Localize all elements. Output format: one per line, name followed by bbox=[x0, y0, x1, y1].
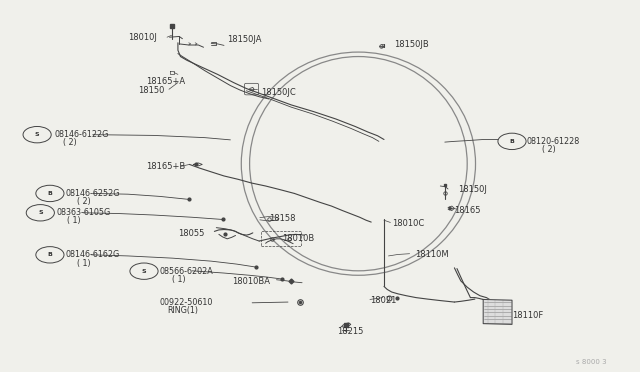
Circle shape bbox=[26, 205, 54, 221]
Text: S: S bbox=[35, 132, 40, 137]
Text: 08566-6202A: 08566-6202A bbox=[160, 267, 214, 276]
Text: 18150JA: 18150JA bbox=[227, 35, 262, 44]
Text: RING(1): RING(1) bbox=[168, 307, 198, 315]
Text: 18150: 18150 bbox=[138, 86, 164, 95]
Text: 08363-6105G: 08363-6105G bbox=[56, 208, 111, 217]
Text: S: S bbox=[38, 210, 43, 215]
Text: s 8000 3: s 8000 3 bbox=[576, 359, 607, 365]
Text: B: B bbox=[47, 191, 52, 196]
Polygon shape bbox=[483, 299, 512, 324]
Text: 08146-6122G: 08146-6122G bbox=[54, 130, 109, 139]
Text: 08146-6162G: 08146-6162G bbox=[66, 250, 120, 259]
Text: 08120-61228: 08120-61228 bbox=[526, 137, 579, 146]
Text: 18110F: 18110F bbox=[512, 311, 543, 320]
Text: 00922-50610: 00922-50610 bbox=[160, 298, 213, 307]
Text: 08146-6252G: 08146-6252G bbox=[66, 189, 120, 198]
Circle shape bbox=[23, 126, 51, 143]
Text: 18215: 18215 bbox=[337, 327, 364, 336]
Text: 18010BA: 18010BA bbox=[232, 277, 269, 286]
Circle shape bbox=[130, 263, 158, 279]
Text: 18110M: 18110M bbox=[415, 250, 449, 259]
Text: ( 1): ( 1) bbox=[172, 275, 185, 284]
Text: B: B bbox=[47, 252, 52, 257]
Text: ( 1): ( 1) bbox=[67, 217, 81, 225]
Text: ( 2): ( 2) bbox=[542, 145, 556, 154]
Text: 18010J: 18010J bbox=[128, 33, 157, 42]
Circle shape bbox=[36, 247, 64, 263]
Text: 18010B: 18010B bbox=[282, 234, 314, 243]
Text: 18165+B: 18165+B bbox=[146, 162, 185, 171]
Text: S: S bbox=[141, 269, 147, 274]
Text: 18165+A: 18165+A bbox=[146, 77, 185, 86]
Text: 18021: 18021 bbox=[370, 296, 396, 305]
Text: ( 2): ( 2) bbox=[77, 197, 90, 206]
Text: 18158: 18158 bbox=[269, 214, 295, 223]
Text: ( 2): ( 2) bbox=[63, 138, 76, 147]
Text: ( 1): ( 1) bbox=[77, 259, 90, 267]
Text: 18055: 18055 bbox=[178, 229, 204, 238]
Circle shape bbox=[36, 185, 64, 202]
Text: 18150J: 18150J bbox=[458, 185, 487, 194]
Text: B: B bbox=[509, 139, 515, 144]
Text: 18150JB: 18150JB bbox=[394, 40, 428, 49]
Text: 18165: 18165 bbox=[454, 206, 481, 215]
Circle shape bbox=[498, 133, 526, 150]
Text: 18010C: 18010C bbox=[392, 219, 424, 228]
Text: 18150JC: 18150JC bbox=[261, 88, 296, 97]
